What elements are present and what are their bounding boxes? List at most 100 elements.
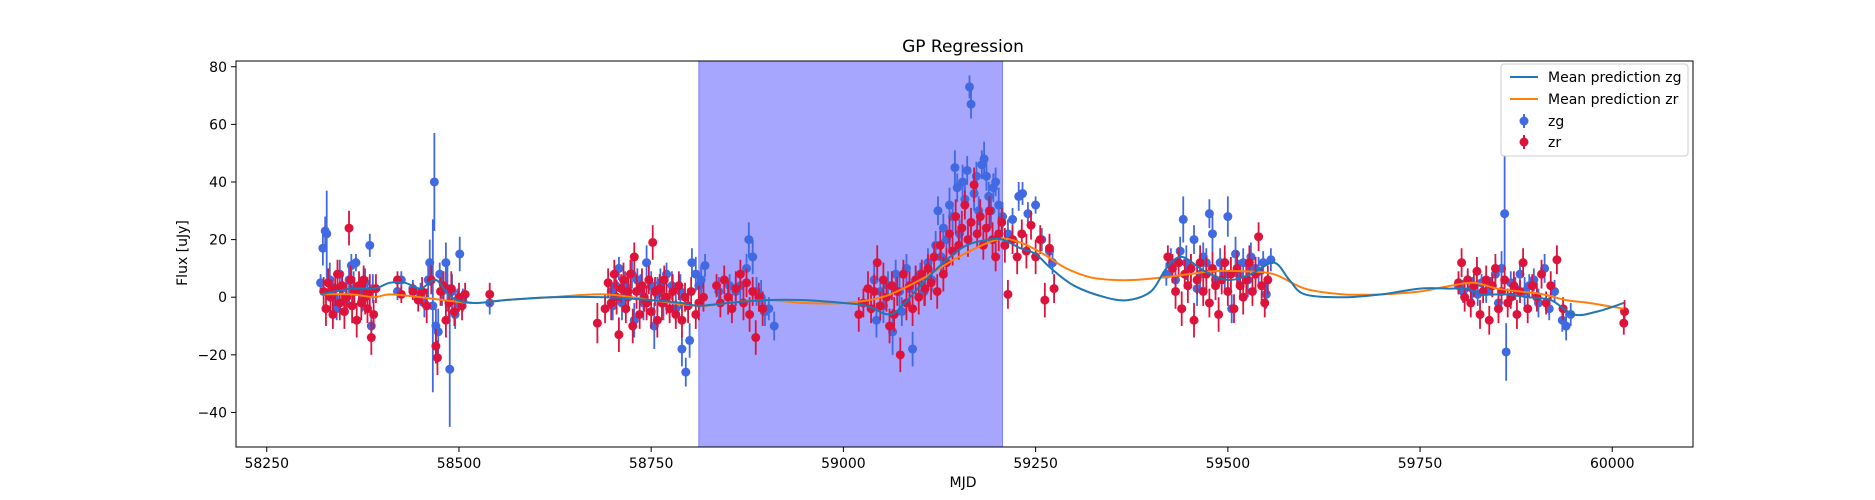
zr-point bbox=[1177, 304, 1187, 314]
zr-point bbox=[878, 275, 888, 285]
zr-point bbox=[1167, 263, 1177, 273]
zr-point bbox=[738, 298, 748, 308]
zr-point bbox=[1552, 255, 1562, 265]
zr-point bbox=[1512, 309, 1522, 319]
zr-point bbox=[963, 235, 973, 245]
zg-point bbox=[958, 177, 968, 187]
zr-point bbox=[337, 281, 347, 291]
zg-point bbox=[908, 344, 918, 354]
x-tick-label: 60000 bbox=[1590, 456, 1635, 472]
zr-point bbox=[686, 286, 696, 296]
zr-point bbox=[1186, 263, 1196, 273]
zr-point bbox=[745, 309, 755, 319]
legend-zr-marker bbox=[1519, 137, 1529, 147]
legend-zg-label: zg bbox=[1548, 114, 1564, 130]
zr-point bbox=[1183, 281, 1193, 291]
zr-point bbox=[321, 304, 331, 314]
chart-title: GP Regression bbox=[902, 37, 1024, 57]
zg-point bbox=[445, 364, 455, 374]
zr-point bbox=[1174, 258, 1184, 268]
zr-point bbox=[1500, 275, 1510, 285]
zr-point bbox=[635, 309, 645, 319]
zr-point bbox=[981, 223, 991, 233]
zr-point bbox=[1163, 252, 1173, 262]
legend-zg-marker bbox=[1519, 116, 1529, 126]
x-tick-label: 59000 bbox=[821, 456, 866, 472]
zr-point bbox=[1189, 315, 1199, 325]
zg-point bbox=[322, 229, 332, 239]
zr-point bbox=[1244, 258, 1254, 268]
y-tick-label: 20 bbox=[209, 233, 227, 249]
zr-point bbox=[648, 237, 658, 247]
legend: Mean prediction zg Mean prediction zr zg… bbox=[1500, 63, 1689, 157]
zr-point bbox=[623, 286, 633, 296]
legend-zg-line-label: Mean prediction zg bbox=[1548, 70, 1682, 86]
y-tick-label: 80 bbox=[209, 60, 227, 76]
zr-point bbox=[1537, 269, 1547, 279]
y-tick-label: 60 bbox=[209, 117, 227, 133]
zr-point bbox=[346, 275, 356, 285]
zr-point bbox=[991, 252, 1001, 262]
zg-point bbox=[1561, 321, 1571, 331]
zg-point bbox=[1223, 212, 1233, 222]
zr-point bbox=[901, 298, 911, 308]
zg-point bbox=[365, 240, 375, 250]
zr-point bbox=[1527, 281, 1537, 291]
zr-point bbox=[951, 212, 961, 222]
zr-point bbox=[698, 292, 708, 302]
zg-point bbox=[428, 301, 438, 311]
y-tick-label: 0 bbox=[218, 290, 227, 306]
zr-point bbox=[1493, 304, 1503, 314]
zr-point bbox=[668, 286, 678, 296]
zr-point bbox=[731, 284, 741, 294]
zr-point bbox=[619, 275, 629, 285]
zr-point bbox=[1238, 292, 1248, 302]
zr-point bbox=[592, 318, 602, 328]
zr-point bbox=[671, 309, 681, 319]
zg-point bbox=[429, 177, 439, 187]
zr-point bbox=[1457, 258, 1467, 268]
zg-point bbox=[1207, 229, 1217, 239]
zr-point bbox=[1490, 263, 1500, 273]
zr-point bbox=[344, 223, 354, 233]
x-tick-label: 58750 bbox=[629, 456, 674, 472]
x-axis-label: MJD bbox=[950, 475, 977, 491]
zg-point bbox=[1031, 200, 1041, 210]
zr-point bbox=[369, 309, 379, 319]
zg-point bbox=[871, 315, 881, 325]
zr-point bbox=[366, 333, 376, 343]
zg-point bbox=[677, 344, 687, 354]
zr-point bbox=[600, 304, 610, 314]
zg-point bbox=[441, 258, 451, 268]
zg-point bbox=[933, 206, 943, 216]
zr-point bbox=[975, 212, 985, 222]
zg-point bbox=[962, 165, 972, 175]
zr-point bbox=[606, 298, 616, 308]
zr-point bbox=[748, 286, 758, 296]
zr-point bbox=[359, 275, 369, 285]
zr-point bbox=[1484, 315, 1494, 325]
zr-point bbox=[935, 240, 945, 250]
zg-point bbox=[696, 275, 706, 285]
zg-point bbox=[351, 258, 361, 268]
zr-point bbox=[932, 286, 942, 296]
zr-point bbox=[1211, 281, 1221, 291]
zr-point bbox=[628, 321, 638, 331]
zr-point bbox=[1040, 295, 1050, 305]
shaded-interval-layer bbox=[698, 60, 1004, 448]
zg-point bbox=[764, 304, 774, 314]
legend-box bbox=[1500, 63, 1689, 157]
zr-point bbox=[1229, 304, 1239, 314]
zr-point bbox=[885, 321, 895, 331]
zg-point bbox=[744, 235, 754, 245]
zr-point bbox=[926, 278, 936, 288]
zr-point bbox=[969, 180, 979, 190]
zr-point bbox=[957, 223, 967, 233]
zr-point bbox=[1541, 298, 1551, 308]
zr-point bbox=[1220, 258, 1230, 268]
zr-point bbox=[727, 304, 737, 314]
zr-point bbox=[1509, 281, 1519, 291]
zg-point bbox=[642, 258, 652, 268]
zg-point bbox=[1178, 214, 1188, 224]
